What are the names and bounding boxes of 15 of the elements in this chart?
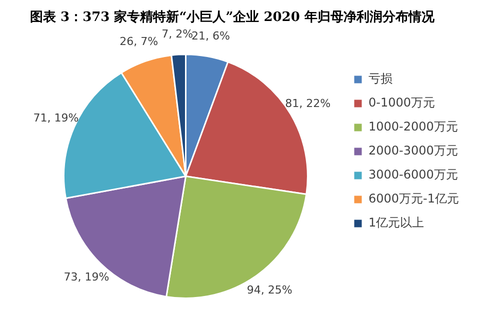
- data-label: 81, 22%: [285, 96, 331, 110]
- legend-label: 亏损: [368, 72, 392, 86]
- legend-label: 1000-2000万元: [368, 120, 458, 134]
- legend-label: 2000-3000万元: [368, 144, 458, 158]
- legend-label: 3000-6000万元: [368, 168, 458, 182]
- legend-label: 1亿元以上: [368, 216, 424, 230]
- data-label: 94, 25%: [246, 284, 292, 297]
- data-label: 7, 2%: [162, 27, 194, 40]
- data-label: 21, 6%: [192, 29, 230, 42]
- data-label: 73, 19%: [64, 270, 110, 284]
- data-label: 71, 19%: [33, 112, 79, 125]
- legend-label: 0-1000万元: [368, 96, 436, 110]
- legend-label: 6000万元-1亿元: [368, 192, 460, 206]
- chart-title: 图表 3：373 家专精特新“小巨人”企业 2020 年归母净利润分布情况: [30, 9, 436, 26]
- data-label: 26, 7%: [120, 35, 158, 48]
